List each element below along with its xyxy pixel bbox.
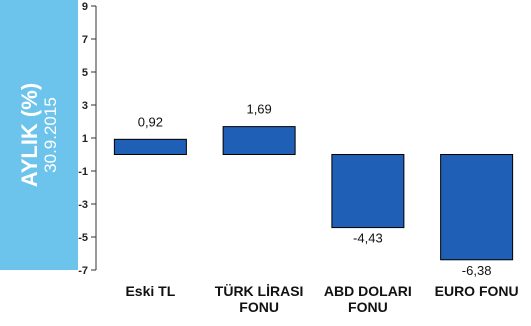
y-tick-label: -7 [78, 265, 88, 277]
y-tick-label: -5 [78, 232, 88, 244]
y-tick-label: 9 [82, 1, 88, 13]
bar [331, 154, 405, 229]
bar [113, 138, 187, 156]
y-tick-label: 5 [82, 67, 88, 79]
data-label: -4,43 [353, 231, 383, 246]
category-label: ABD DOLARI [324, 283, 412, 299]
category-label: FONU [348, 299, 388, 315]
y-tick-label: -1 [78, 166, 88, 178]
category-label: TÜRK LİRASI [215, 283, 304, 299]
category-label: EURO FONU [435, 283, 519, 299]
y-tick-label: -3 [78, 199, 88, 211]
category-label: Eski TL [125, 283, 175, 299]
y-tick-label: 1 [82, 133, 88, 145]
data-label: 0,92 [138, 114, 163, 129]
bar [440, 154, 514, 261]
data-label: -6,38 [462, 263, 492, 278]
side-label-panel: AYLIK (%) 30.9.2015 [0, 0, 78, 270]
category-label: FONU [239, 299, 279, 315]
y-tick-label: 3 [82, 100, 88, 112]
bar [222, 126, 296, 155]
y-tick-label: 7 [82, 34, 88, 46]
data-label: 1,69 [246, 102, 271, 117]
